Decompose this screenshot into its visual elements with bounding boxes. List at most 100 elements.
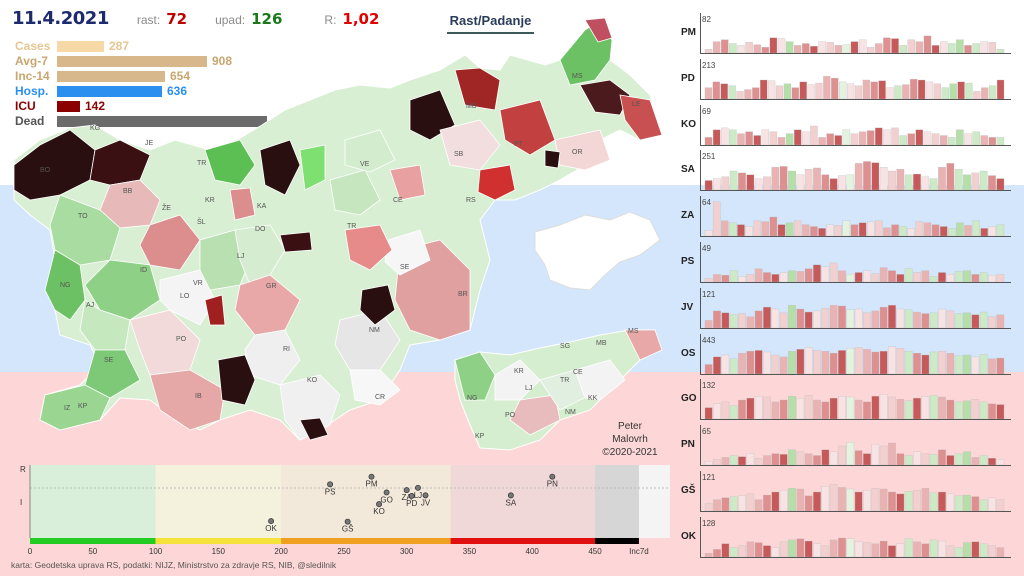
scatter-point[interactable] xyxy=(368,473,375,480)
region-panel-pm[interactable]: PM 82 xyxy=(678,12,1012,56)
region-panel-sa[interactable]: SA 251 xyxy=(678,149,1012,193)
stat-region-go[interactable] xyxy=(454,351,496,401)
region-pt[interactable] xyxy=(499,99,556,156)
panel-bar xyxy=(821,266,830,282)
region-ka[interactable] xyxy=(229,187,256,221)
region-panel-pd[interactable]: PD 213 xyxy=(678,58,1012,102)
panel-bar xyxy=(839,81,847,99)
region-ko[interactable] xyxy=(279,374,341,441)
region-se-east[interactable] xyxy=(384,229,431,276)
panel-bar xyxy=(971,274,980,282)
panel-bar xyxy=(996,178,1005,191)
scatter-point[interactable] xyxy=(422,492,429,499)
panel-bar xyxy=(721,220,729,237)
panel-bar xyxy=(964,133,972,145)
panel-bar xyxy=(854,541,863,557)
scatter-point[interactable] xyxy=(549,473,556,480)
region-panel-os[interactable]: OS 443 xyxy=(678,333,1012,377)
scatter-point[interactable] xyxy=(383,489,390,496)
region-dark-sw[interactable] xyxy=(217,354,256,406)
panel-bar xyxy=(879,394,888,420)
region-panel-za[interactable]: ZA 64 xyxy=(678,195,1012,239)
region-tr-north[interactable] xyxy=(204,139,256,186)
x-tick-label: 200 xyxy=(274,547,288,556)
region-cr[interactable] xyxy=(349,369,401,406)
region-vr[interactable] xyxy=(204,294,226,326)
stat-region-po[interactable] xyxy=(509,394,561,436)
panel-bar xyxy=(915,221,924,237)
region-panel-gš[interactable]: GŠ 121 xyxy=(678,470,1012,514)
panel-bar xyxy=(753,134,761,145)
panel-bar xyxy=(931,224,940,237)
region-ms-top[interactable] xyxy=(584,17,613,43)
region-label: LJ xyxy=(525,385,532,392)
scatter-point[interactable] xyxy=(268,518,275,525)
panel-bar xyxy=(921,313,930,328)
region-panel-ko[interactable]: KO 69 xyxy=(678,104,1012,148)
panel-bar xyxy=(888,346,896,374)
city-label: RI xyxy=(283,346,290,353)
scatter-point[interactable] xyxy=(376,501,382,508)
panel-bar xyxy=(818,228,826,237)
rast-padanje-toggle[interactable]: Rast/Padanje xyxy=(447,12,534,34)
panel-bar xyxy=(929,454,938,466)
scatter-background xyxy=(30,465,639,538)
panel-bar xyxy=(791,87,799,99)
panel-bar xyxy=(788,488,796,511)
region-ce[interactable] xyxy=(329,169,381,216)
scatter-point-label: ZA xyxy=(402,493,413,502)
region-panel-go[interactable]: GO 132 xyxy=(678,378,1012,422)
panel-bar xyxy=(921,453,930,466)
panel-bar xyxy=(915,129,924,145)
stat-region-ms[interactable] xyxy=(624,329,663,361)
panel-bar xyxy=(829,451,838,466)
region-dark-south[interactable] xyxy=(299,417,329,441)
region-dark-mid[interactable] xyxy=(359,284,396,326)
region-bright-n[interactable] xyxy=(299,144,326,191)
region-ve[interactable] xyxy=(344,129,396,173)
region-le[interactable] xyxy=(619,94,663,141)
region-rs[interactable] xyxy=(477,164,516,201)
scatter-point[interactable] xyxy=(327,481,334,488)
region-tr[interactable] xyxy=(344,224,393,271)
scatter-zone xyxy=(155,465,282,538)
region-se[interactable] xyxy=(84,349,141,399)
region-panel-ps[interactable]: PS 49 xyxy=(678,241,1012,285)
region-to[interactable] xyxy=(49,194,121,266)
stat-region-tr[interactable] xyxy=(574,359,626,401)
scatter-point[interactable] xyxy=(507,492,514,499)
stat-label: Avg-7 xyxy=(15,54,48,68)
panel-max-value: 251 xyxy=(702,152,716,162)
panel-bar xyxy=(771,402,780,420)
scatter-point[interactable] xyxy=(403,487,410,494)
scatter-point[interactable] xyxy=(415,484,421,491)
panel-bar xyxy=(821,545,830,557)
stat-region-kr[interactable] xyxy=(494,359,541,401)
region-panel-pn[interactable]: PN 65 xyxy=(678,424,1012,468)
city-label: SE xyxy=(104,357,114,364)
region-ng[interactable] xyxy=(44,249,86,321)
region-dark-lj[interactable] xyxy=(279,231,313,253)
region-dark-n[interactable] xyxy=(259,139,301,196)
region-mb[interactable] xyxy=(454,67,501,111)
region-sb[interactable] xyxy=(439,119,501,171)
scatter-point[interactable] xyxy=(344,518,351,525)
panel-bar xyxy=(846,83,855,99)
region-ce-east[interactable] xyxy=(389,164,426,201)
panel-bar xyxy=(788,171,796,191)
region-kp[interactable] xyxy=(39,384,111,431)
region-panel-jv[interactable]: JV 121 xyxy=(678,287,1012,331)
panel-bar xyxy=(963,312,971,328)
city-label: IZ xyxy=(64,405,71,412)
panel-bar xyxy=(904,401,913,420)
region-label: KK xyxy=(588,395,598,402)
panel-bar xyxy=(921,354,930,374)
region-ze[interactable] xyxy=(139,214,201,271)
scatter-point-label: GO xyxy=(380,495,392,504)
panel-bar xyxy=(704,87,713,99)
panel-bar xyxy=(813,310,821,328)
region-ib[interactable] xyxy=(149,369,226,431)
region-panel-ok[interactable]: OK 128 xyxy=(678,516,1012,560)
region-dark-or[interactable] xyxy=(544,149,561,169)
scatter-point[interactable] xyxy=(408,493,415,499)
